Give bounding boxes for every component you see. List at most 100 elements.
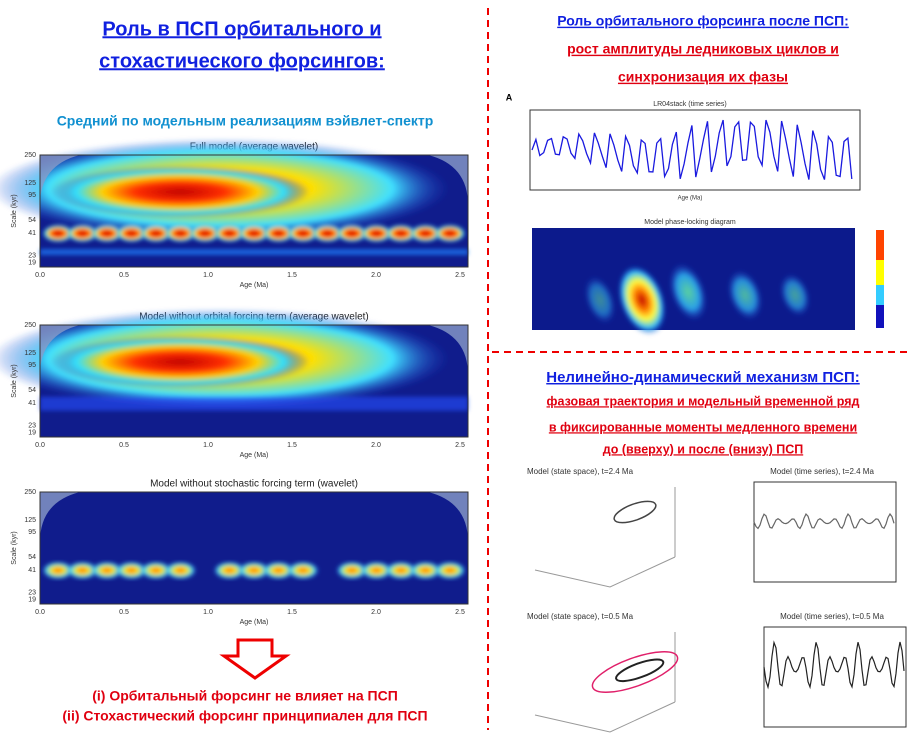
x-tick-label: 2.0 [371, 442, 381, 449]
y-tick-label: 95 [28, 362, 36, 369]
wavelet-blob [409, 224, 442, 243]
y-tick-label: 95 [28, 192, 36, 199]
y-tick-label: 23 [28, 253, 36, 260]
wavelet-blob [287, 224, 319, 243]
heatmap-image [584, 263, 811, 335]
wavelet-blob [115, 224, 148, 243]
title: Роль в ПСП орбитального и [102, 18, 381, 40]
arrow [219, 638, 291, 680]
conclusion: (i) Орбитальный форсинг не влияет на ПСП [92, 688, 398, 704]
panel-title: Model (time series), t=2.4 Ma [770, 467, 874, 476]
series-line [753, 512, 895, 530]
frame [39, 491, 469, 605]
axis-label: Scale (kyr) [11, 194, 18, 227]
x-tick-label: 0.0 [35, 609, 45, 616]
x-tick-label: 0.5 [119, 272, 129, 279]
y-tick-label: 125 [24, 350, 36, 357]
x-tick-label: 2.0 [371, 272, 381, 279]
frame [39, 324, 469, 438]
panel-title: Model without stochastic forcing term (w… [150, 479, 358, 490]
panel-title: Model phase-locking diagram [644, 219, 736, 226]
wavelet-blob [91, 561, 123, 580]
heatmap-blob [669, 263, 707, 321]
wavelet-image [42, 561, 466, 580]
title: стохастического форсингов: [99, 50, 385, 72]
wavelet-blob [213, 561, 246, 580]
y-tick-label: 41 [28, 400, 36, 407]
wavelet-blob [140, 224, 172, 243]
wavelet-blob [42, 224, 74, 243]
panel-title: Model (state space), t=0.5 Ma [527, 612, 634, 621]
wavelet-blob [42, 561, 74, 580]
series-line [763, 640, 905, 690]
axis-label: Age (Ma) [678, 196, 703, 202]
axes-3d [534, 487, 676, 588]
wavelet-image [0, 308, 468, 411]
y-tick-label: 19 [28, 259, 36, 266]
wavelet-blob [434, 561, 466, 580]
wavelet-band [40, 396, 468, 411]
y-tick-label: 250 [24, 322, 36, 329]
x-tick-label: 2.5 [455, 609, 465, 616]
subtitle: до (вверху) и после (внизу) ПСП [603, 442, 803, 456]
x-tick-label: 0.0 [35, 442, 45, 449]
wavelet-bg [40, 492, 468, 604]
x-tick-label: 0.0 [35, 272, 45, 279]
axis-label: Age (Ma) [240, 282, 269, 289]
trajectory [615, 658, 665, 683]
x-tick-label: 1.0 [203, 442, 213, 449]
wavelet-image [0, 138, 468, 256]
title: Роль орбитального форсинга после ПСП: [557, 13, 849, 29]
title: Нелинейно-динамический механизм ПСП: [546, 369, 859, 386]
wavelet-blob [238, 224, 270, 243]
wavelet-blob [385, 561, 417, 580]
trajectory [591, 651, 679, 693]
subtitle: в фиксированные моменты медленного време… [549, 420, 857, 434]
y-tick-label: 23 [28, 423, 36, 430]
wavelet-blob [434, 224, 466, 243]
y-tick-label: 95 [28, 529, 36, 536]
wavelet-blob [262, 561, 295, 580]
y-tick-label: 19 [28, 429, 36, 436]
colorbar [876, 305, 884, 328]
y-tick-label: 125 [24, 517, 36, 524]
y-tick-label: 41 [28, 230, 36, 237]
wavelet-blob [336, 561, 368, 580]
wavelet-blob [91, 224, 123, 243]
title: рост амплитуды ледниковых циклов и [567, 41, 839, 57]
y-tick-label: 125 [24, 180, 36, 187]
heatmap-blob [617, 265, 667, 335]
y-tick-label: 54 [28, 554, 36, 561]
panel-title: LR04stack (time series) [653, 101, 727, 108]
title: синхронизация их фазы [618, 69, 788, 85]
y-tick-label: 250 [24, 152, 36, 159]
y-tick-label: 54 [28, 217, 36, 224]
frame [753, 481, 897, 583]
wavelet-blob [50, 165, 310, 218]
x-tick-label: 1.5 [287, 609, 297, 616]
x-tick-label: 0.5 [119, 442, 129, 449]
frame [39, 154, 469, 268]
y-tick-label: 19 [28, 596, 36, 603]
x-tick-label: 1.5 [287, 442, 297, 449]
y-tick-label: 23 [28, 590, 36, 597]
axis-label: Scale (kyr) [11, 364, 18, 397]
wavelet-blob [360, 561, 393, 580]
panel-letter: A [506, 92, 513, 102]
panel-title: Model (time series), t=0.5 Ma [780, 612, 884, 621]
y-tick-label: 250 [24, 489, 36, 496]
y-tick-label: 41 [28, 567, 36, 574]
wavelet-blob [311, 224, 344, 243]
wavelet-blob [409, 561, 442, 580]
conclusion: (ii) Стохастический форсинг принципиален… [62, 708, 427, 724]
wavelet-blob [66, 224, 99, 243]
x-tick-label: 1.0 [203, 272, 213, 279]
wavelet-blob [115, 561, 148, 580]
axis-label: Age (Ma) [240, 452, 269, 459]
axis-label: Age (Ma) [240, 619, 269, 626]
heatmap-blob [584, 276, 616, 324]
axis-label: Scale (kyr) [11, 531, 18, 564]
x-tick-label: 1.0 [203, 609, 213, 616]
wavelet-blob [189, 224, 221, 243]
